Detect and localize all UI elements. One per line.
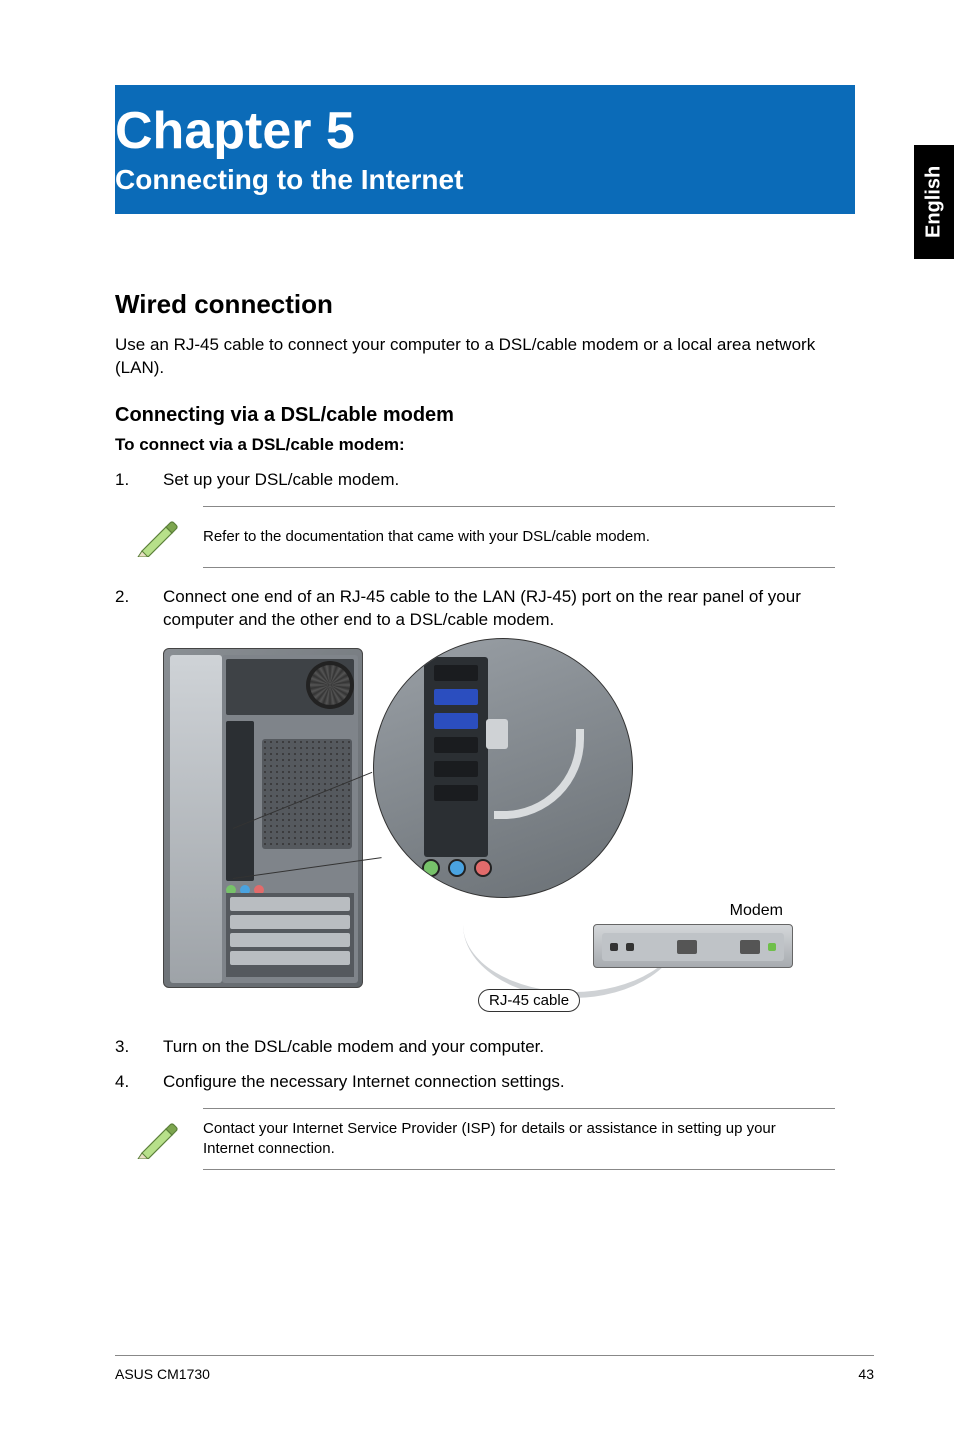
- zoom-inset: [373, 638, 633, 898]
- step-item: 1. Set up your DSL/cable modem.: [115, 469, 835, 492]
- step-text: Configure the necessary Internet connect…: [163, 1071, 835, 1094]
- page-content: Chapter 5 Connecting to the Internet Wir…: [0, 0, 954, 1438]
- section-intro: Use an RJ-45 cable to connect your compu…: [115, 334, 835, 380]
- cable-label: RJ-45 cable: [478, 989, 580, 1012]
- section-heading-dsl: Connecting via a DSL/cable modem: [115, 404, 874, 427]
- note-rule-bottom: [203, 1169, 835, 1170]
- connection-diagram: Modem RJ-45 cable: [163, 648, 763, 1008]
- pc-tower-illustration: [163, 648, 363, 988]
- section-subheading-dsl: To connect via a DSL/cable modem:: [115, 435, 874, 455]
- pencil-icon: [115, 517, 203, 557]
- modem-illustration: [593, 924, 793, 968]
- step-number: 3.: [115, 1036, 163, 1059]
- page-footer: ASUS CM1730 43: [115, 1355, 874, 1382]
- footer-page-number: 43: [858, 1366, 874, 1382]
- pencil-icon: [115, 1119, 203, 1159]
- note-text: Contact your Internet Service Provider (…: [203, 1119, 835, 1160]
- section-heading-wired: Wired connection: [115, 289, 874, 320]
- note-block: Refer to the documentation that came wit…: [115, 506, 835, 568]
- step-item: 3. Turn on the DSL/cable modem and your …: [115, 1036, 835, 1059]
- modem-label: Modem: [730, 902, 783, 920]
- step-list: 2. Connect one end of an RJ-45 cable to …: [115, 586, 835, 632]
- step-number: 2.: [115, 586, 163, 632]
- chapter-title: Chapter 5: [115, 103, 855, 160]
- step-list: 3. Turn on the DSL/cable modem and your …: [115, 1036, 835, 1094]
- step-text: Connect one end of an RJ-45 cable to the…: [163, 586, 835, 632]
- note-text: Refer to the documentation that came wit…: [203, 527, 835, 547]
- note-block: Contact your Internet Service Provider (…: [115, 1108, 835, 1171]
- step-item: 2. Connect one end of an RJ-45 cable to …: [115, 586, 835, 632]
- step-item: 4. Configure the necessary Internet conn…: [115, 1071, 835, 1094]
- step-number: 4.: [115, 1071, 163, 1094]
- note-rule-bottom: [203, 567, 835, 568]
- step-text: Turn on the DSL/cable modem and your com…: [163, 1036, 835, 1059]
- chapter-subtitle: Connecting to the Internet: [115, 164, 855, 196]
- step-number: 1.: [115, 469, 163, 492]
- chapter-banner: Chapter 5 Connecting to the Internet: [115, 85, 855, 214]
- step-list: 1. Set up your DSL/cable modem.: [115, 469, 835, 492]
- footer-model: ASUS CM1730: [115, 1366, 210, 1382]
- step-text: Set up your DSL/cable modem.: [163, 469, 835, 492]
